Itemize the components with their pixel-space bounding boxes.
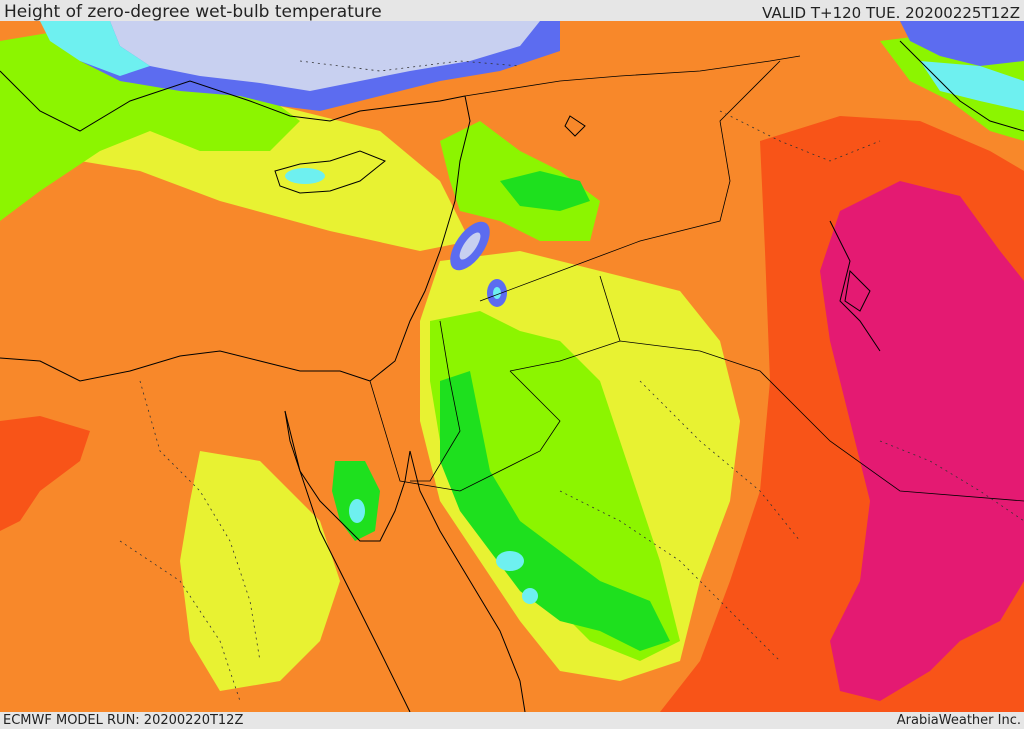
- field-magenta: [820, 181, 1024, 701]
- field-lightgreen-north: [0, 31, 300, 221]
- cold-spot-cyprus: [285, 168, 325, 184]
- footer-bar: ECMWF MODEL RUN: 20200220T12Z ArabiaWeat…: [0, 712, 1024, 729]
- borders: [369, 55, 1024, 502]
- field-green-coastal: [440, 371, 670, 651]
- map-title: Height of zero-degree wet-bulb temperatu…: [4, 2, 382, 22]
- field-lightgreen-jordan: [430, 311, 680, 661]
- cold-spot-hejaz-2: [522, 588, 538, 604]
- cold-spot-lebanon-inner: [459, 232, 481, 260]
- field-red-orange-west: [0, 416, 90, 531]
- coastlines: [0, 40, 1024, 712]
- weather-map: [0, 21, 1024, 712]
- cold-spot-hejaz: [496, 551, 524, 571]
- dotted-boundaries: [119, 60, 1024, 702]
- field-cyan-turkey: [40, 21, 150, 76]
- cold-spot-hermon-inner: [493, 287, 501, 299]
- field-green-syria: [500, 171, 590, 211]
- field-yellow-egypt: [180, 451, 340, 691]
- model-run-label: ECMWF MODEL RUN: 20200220T12Z: [3, 713, 244, 728]
- field-verylow-turkey: [110, 21, 540, 91]
- header-bar: Height of zero-degree wet-bulb temperatu…: [0, 0, 1024, 22]
- credit-label: ArabiaWeather Inc.: [896, 713, 1021, 728]
- cold-spot-sinai: [349, 499, 365, 523]
- field-cyan-ne: [920, 61, 1024, 111]
- valid-time: VALID T+120 TUE. 20200225T12Z: [762, 4, 1020, 22]
- field-blue-ne: [900, 21, 1024, 66]
